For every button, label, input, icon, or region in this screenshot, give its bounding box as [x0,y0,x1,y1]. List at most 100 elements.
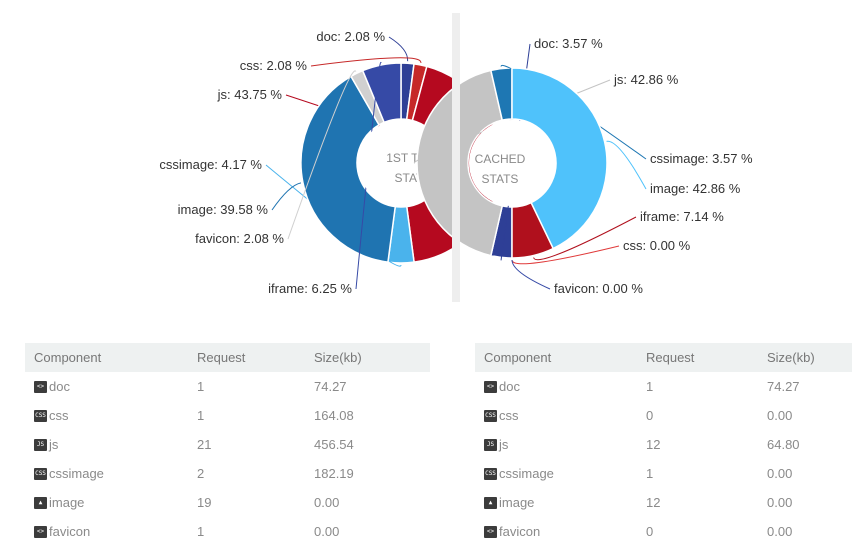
table-row: JS js 12 64.80 [475,430,852,459]
pie-slice-iframe [361,62,402,124]
cell-size: 164.08 [314,408,354,423]
cell-request: 21 [197,437,212,452]
cell-size: 0.00 [767,466,793,481]
table-header-row: Component Request Size(kb) [25,343,430,372]
cell-request: 19 [197,495,212,510]
cell-request: 1 [197,379,205,394]
column-header-request: Request [197,343,314,372]
cell-size: 182.19 [314,466,354,481]
table-row: ▲ image 19 0.00 [25,488,430,517]
doc-icon: <> [34,526,47,538]
component-name: doc [49,379,70,394]
cell-size: 64.80 [767,437,800,452]
slice-label-image: image: 42.86 % [650,181,741,196]
cell-component: JS js [475,430,646,459]
leader-line-iframe [533,216,637,261]
table-row: <> favicon 1 0.00 [25,517,430,546]
leader-line-image [271,182,302,211]
cell-component: CSS css [25,401,197,430]
cell-component: CSS cssimage [475,459,646,488]
leader-line-image [606,140,647,190]
table-row: JS js 21 456.54 [25,430,430,459]
slice-label-css: css: 0.00 % [623,238,691,253]
js-icon: JS [484,439,497,451]
cached-stats-table: Component Request Size(kb) <> doc 1 74.27 CS… [475,343,852,546]
donut-hole [469,120,555,206]
cell-component: <> doc [475,372,646,401]
leader-line-favicon [511,259,551,290]
leader-line-css [310,57,422,67]
table-row: CSS cssimage 1 0.00 [475,459,852,488]
cell-request: 1 [197,408,205,423]
slice-label-cssimage: cssimage: 4.17 % [159,157,262,172]
pie-slice-image [300,75,397,263]
slice-label-cssimage: cssimage: 3.57 % [650,151,753,166]
cell-component: CSS cssimage [25,459,197,488]
column-header-size: Size(kb) [314,343,430,372]
cell-request: 12 [646,495,661,510]
cached-stats-chart: doc: 3.57 % js: 42.86 % cssimage: 3.57 % im… [413,36,753,296]
component-name: image [49,495,85,510]
cell-request: 0 [646,408,654,423]
column-header-request: Request [646,343,767,372]
table-row: CSS cssimage 2 182.19 [25,459,430,488]
slice-label-image: image: 39.58 % [178,202,269,217]
cell-request: 1 [197,524,205,539]
cell-request: 12 [646,437,661,452]
css-icon: CSS [34,410,47,422]
component-name: cssimage [49,466,104,481]
cell-size: 0.00 [767,495,793,510]
doc-icon: <> [484,526,497,538]
component-name: favicon [49,524,91,539]
table-row: CSS css 0 0.00 [475,401,852,430]
chart-divider [452,13,460,302]
cell-request: 1 [646,379,654,394]
component-name: css [49,408,69,423]
table-row: ▲ image 12 0.00 [475,488,852,517]
chart-title: CACHED [475,152,526,166]
css-icon: CSS [484,410,497,422]
table-row: <> favicon 0 0.00 [475,517,852,546]
table-header-row: Component Request Size(kb) [475,343,852,372]
cell-request: 1 [646,466,654,481]
column-header-component: Component [25,343,197,372]
cell-component: <> favicon [25,517,197,546]
doc-icon: <> [484,381,497,393]
slice-label-js: js: 42.86 % [613,72,679,87]
leader-line-iframe [355,61,382,290]
cell-component: <> doc [25,372,197,401]
slice-label-iframe: iframe: 7.14 % [640,209,724,224]
component-name: image [499,495,535,510]
column-header-size: Size(kb) [767,343,852,372]
table-row: <> doc 1 74.27 [475,372,852,401]
image-icon: ▲ [34,497,47,509]
doc-icon: <> [34,381,47,393]
cell-size: 0.00 [314,524,340,539]
cell-size: 0.00 [767,524,793,539]
cell-size: 456.54 [314,437,354,452]
component-name: cssimage [499,466,554,481]
table-row: CSS css 1 164.08 [25,401,430,430]
slice-label-doc: doc: 2.08 % [316,29,385,44]
slice-label-doc: doc: 3.57 % [534,36,603,51]
cell-size: 74.27 [767,379,800,394]
css-icon: CSS [484,468,497,480]
js-icon: JS [34,439,47,451]
cell-component: ▲ image [25,488,197,517]
slice-label-js: js: 43.75 % [217,87,283,102]
slice-label-css: css: 2.08 % [240,58,308,73]
slice-label-favicon: favicon: 0.00 % [554,281,643,296]
pie-slice-iframe [511,201,555,259]
image-icon: ▲ [484,497,497,509]
cell-size: 0.00 [314,495,340,510]
component-name: doc [499,379,520,394]
component-name: css [499,408,519,423]
leader-line-favicon [287,70,357,240]
slice-label-iframe: iframe: 6.25 % [268,281,352,296]
chart-title: STATS [482,172,519,186]
cell-component: JS js [25,430,197,459]
leader-line-css [511,245,620,265]
cell-size: 0.00 [767,408,793,423]
table-row: <> doc 1 74.27 [25,372,430,401]
cell-component: <> favicon [475,517,646,546]
